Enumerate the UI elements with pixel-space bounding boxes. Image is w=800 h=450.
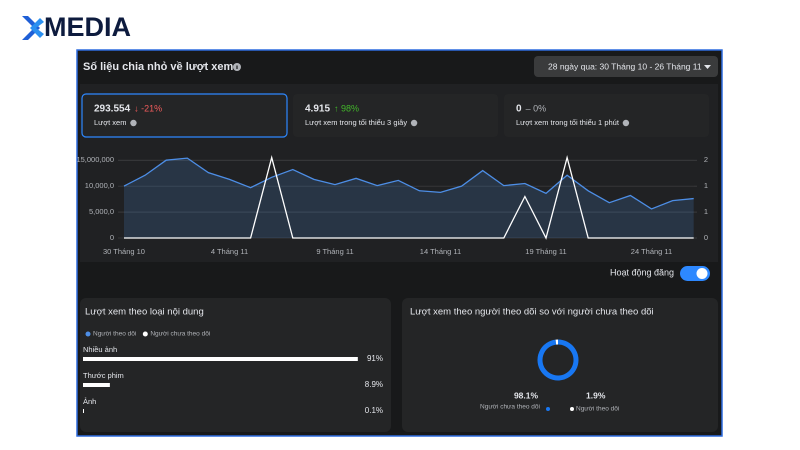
- content-title: Lượt xem theo loại nội dung: [85, 307, 204, 318]
- metric-label: Lượt xem trong tối thiểu 3 giây: [305, 118, 407, 127]
- y2-tick-label: 0: [704, 233, 708, 242]
- split-value: 98.1%: [514, 390, 539, 400]
- row-label: Thước phim: [83, 371, 124, 380]
- metric-change: ↑ 98%: [334, 103, 359, 113]
- x-tick-label: 14 Tháng 11: [420, 247, 461, 256]
- row-value: 0.1%: [365, 406, 383, 415]
- x-tick-label: 9 Tháng 11: [316, 247, 353, 256]
- metric-card[interactable]: [81, 93, 288, 138]
- follower-card: [402, 298, 718, 432]
- y-tick-label: 0: [110, 233, 114, 242]
- y2-tick-label: 1: [704, 207, 708, 216]
- bar: [83, 383, 110, 387]
- donut-segment: [537, 339, 579, 381]
- follower-title: Lượt xem theo người theo dõi so với ngườ…: [410, 307, 654, 318]
- legend-dot: [142, 331, 148, 337]
- line: [124, 155, 694, 240]
- legend-dot: [85, 331, 91, 337]
- date-dropdown[interactable]: [534, 56, 718, 77]
- metric-label: Lượt xem trong tối thiểu 1 phút: [516, 118, 620, 127]
- legend-label: Người chưa theo dõi: [150, 331, 210, 338]
- metric-value: 4.915: [305, 104, 330, 115]
- logo-text: MEDIA: [44, 12, 131, 42]
- bar: [83, 357, 358, 361]
- metric-change: – 0%: [526, 103, 547, 113]
- legend-label: Người theo dõi: [93, 331, 136, 338]
- split-value: 1.9%: [586, 390, 606, 400]
- y-tick-label: 5,000,0: [89, 207, 114, 216]
- y2-tick-label: 2: [704, 155, 708, 164]
- y-tick-label: 15,000,000: [76, 155, 114, 164]
- metric-card[interactable]: [293, 94, 498, 137]
- metric-change: ↓ -21%: [134, 103, 162, 113]
- info-icon: [410, 119, 418, 127]
- row-value: 8.9%: [365, 380, 383, 389]
- x-tick-label: 4 Tháng 11: [211, 247, 248, 256]
- content-card: [80, 298, 391, 432]
- legend-dot: [546, 407, 550, 411]
- row-value: 91%: [367, 354, 383, 363]
- split-label: Người chưa theo dõi: [480, 404, 540, 411]
- metric-card[interactable]: [504, 94, 709, 137]
- panel-title: Số liệu chia nhỏ về lượt xem: [83, 61, 233, 73]
- metric-value: 293.554: [94, 104, 131, 115]
- x-tick-label: 19 Tháng 11: [525, 247, 566, 256]
- date-range[interactable]: 28 ngày qua: 30 Tháng 10 - 26 Tháng 11: [548, 61, 702, 71]
- y2-tick-label: 1: [704, 181, 708, 190]
- toggle-knob: [696, 268, 708, 279]
- info-icon: [130, 119, 137, 127]
- logo-icon: [22, 16, 44, 40]
- info-icon: [233, 63, 241, 71]
- metric-value: 0: [516, 104, 522, 115]
- metric-label: Lượt xem: [94, 118, 126, 127]
- chevron: [704, 65, 711, 69]
- split-label: Người theo dõi: [576, 406, 619, 413]
- line: [123, 157, 694, 210]
- legend-dot: [570, 407, 574, 411]
- bar: [83, 409, 84, 413]
- toggle-label: Hoạt động đăng: [610, 267, 674, 277]
- row-label: Nhiều ảnh: [83, 345, 117, 354]
- x-tick-label: 24 Tháng 11: [631, 247, 672, 256]
- x-tick-label: 30 Tháng 10: [103, 247, 145, 256]
- info-icon: [622, 119, 630, 127]
- row-label: Ảnh: [83, 397, 96, 406]
- y-tick-label: 10,000,0: [85, 181, 114, 190]
